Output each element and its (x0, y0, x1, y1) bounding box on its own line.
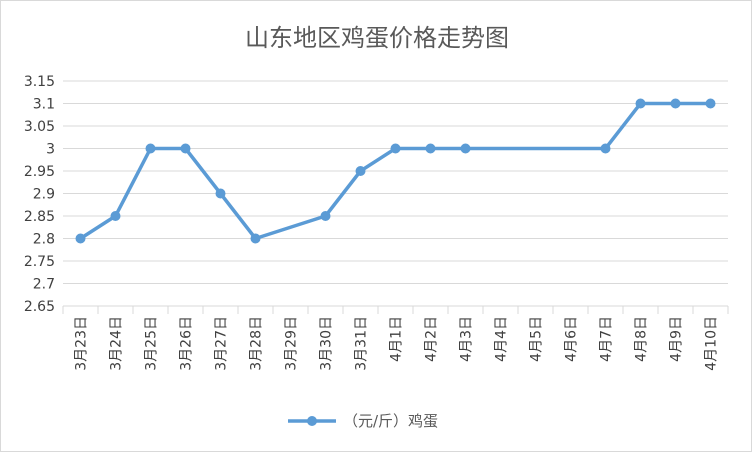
y-tick-label: 3.15 (24, 74, 55, 90)
x-tick-label: 4月2日 (424, 316, 440, 362)
x-tick-label: 4月8日 (634, 316, 650, 362)
data-point (75, 233, 86, 244)
data-point (320, 211, 331, 221)
data-point (110, 211, 121, 221)
x-tick-label: 3月30日 (319, 316, 335, 371)
y-axis-ticks: 2.65 2.7 2.75 2.8 2.85 2.9 2.95 3 3.05 3.1 3.15 (24, 74, 55, 315)
y-tick-label: 2.9 (33, 187, 55, 203)
x-tick-label: 3月28日 (249, 316, 265, 371)
series-layer (75, 98, 716, 244)
data-point (355, 166, 366, 176)
data-point (215, 188, 226, 199)
x-axis-ticks: 3月23日 3月24日 3月25日 3月26日 3月27日 3月28日 3月29日 3月30日… (62, 306, 729, 371)
y-tick-label: 3.05 (24, 119, 55, 135)
y-tick-label: 3 (46, 142, 55, 158)
x-tick-label: 4月5日 (529, 316, 545, 362)
y-tick-label: 2.65 (24, 299, 55, 315)
data-point (145, 143, 156, 154)
x-tick-label: 4月10日 (704, 316, 720, 371)
x-tick-label: 3月24日 (109, 316, 125, 371)
data-point (460, 143, 471, 154)
y-tick-label: 2.95 (24, 164, 55, 180)
legend-marker-swatch (307, 416, 317, 426)
x-tick-label: 3月31日 (354, 316, 370, 371)
data-point (180, 143, 191, 154)
x-tick-label: 3月29日 (284, 316, 300, 371)
y-tick-label: 3.1 (33, 97, 55, 113)
x-tick-label: 4月7日 (599, 316, 615, 362)
x-tick-label: 4月4日 (494, 316, 510, 362)
x-tick-label: 4月1日 (389, 316, 405, 362)
data-point (425, 143, 436, 154)
y-tick-label: 2.8 (33, 232, 55, 248)
y-tick-label: 2.85 (24, 209, 55, 225)
data-point (670, 98, 681, 109)
legend-label: （元/斤）鸡蛋 (343, 412, 438, 430)
x-tick-label: 4月3日 (459, 316, 475, 362)
data-point (705, 98, 716, 109)
y-tick-label: 2.75 (24, 254, 55, 270)
x-tick-label: 4月9日 (669, 316, 685, 362)
x-tick-label: 4月6日 (564, 316, 580, 362)
x-tick-label: 3月26日 (179, 316, 195, 371)
data-point (635, 98, 646, 109)
x-tick-label: 3月23日 (74, 316, 90, 371)
data-point (600, 143, 611, 154)
gridlines (63, 80, 728, 307)
legend: （元/斤）鸡蛋 (288, 412, 438, 430)
x-tick-label: 3月25日 (144, 316, 160, 371)
data-point (390, 143, 401, 154)
x-tick-label: 3月27日 (214, 316, 230, 371)
chart-title: 山东地区鸡蛋价格走势图 (245, 24, 509, 52)
data-point (250, 233, 261, 244)
y-tick-label: 2.7 (33, 277, 55, 293)
